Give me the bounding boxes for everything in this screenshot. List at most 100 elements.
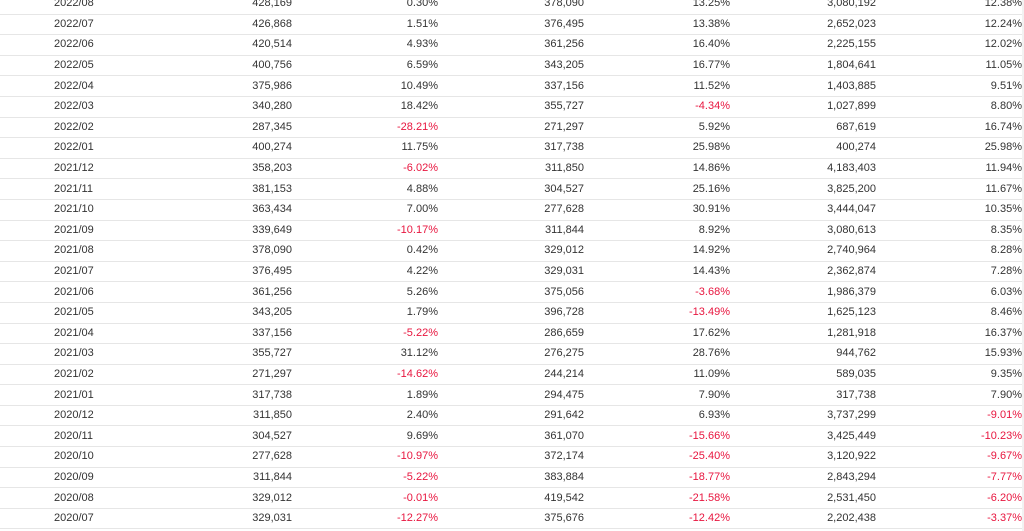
cumulative-growth-cell: 15.93% <box>876 343 1022 365</box>
table-row: 2021/09 339,649 -10.17% 311,844 8.92% 3,080,6… <box>0 220 1022 242</box>
value-cell: 337,156 <box>146 323 292 345</box>
table-row: 2021/07 376,495 4.22% 329,031 14.43% 2,362,87… <box>0 261 1022 283</box>
cumulative-cell: 3,080,613 <box>730 220 876 242</box>
cumulative-growth-cell: -6.20% <box>876 487 1022 509</box>
cumulative-cell: 3,737,299 <box>730 405 876 427</box>
month-cell: 2020/11 <box>0 425 146 448</box>
compare-value-cell: 271,297 <box>438 117 584 139</box>
cumulative-growth-cell: 12.38% <box>876 0 1022 15</box>
month-cell: 2022/04 <box>0 75 146 97</box>
growth-cell: 0.30% <box>292 0 438 15</box>
compare-growth-cell: 16.77% <box>584 55 730 77</box>
growth-cell: -5.22% <box>292 323 438 345</box>
month-cell: 2021/11 <box>0 178 146 200</box>
table-row: 2020/10 277,628 -10.97% 372,174 -25.40% 3,120… <box>0 446 1022 468</box>
cumulative-cell: 2,362,874 <box>730 261 876 283</box>
cumulative-cell: 1,281,918 <box>730 323 876 345</box>
value-cell: 426,868 <box>146 14 292 36</box>
cumulative-growth-cell: 8.35% <box>876 220 1022 242</box>
compare-value-cell: 304,527 <box>438 178 584 200</box>
table-row: 2022/04 375,986 10.49% 337,156 11.52% 1,403,8… <box>0 75 1022 97</box>
value-cell: 311,850 <box>146 405 292 427</box>
growth-cell: 4.22% <box>292 261 438 283</box>
value-cell: 277,628 <box>146 446 292 468</box>
cumulative-cell: 317,738 <box>730 384 876 406</box>
value-cell: 375,986 <box>146 75 292 97</box>
cumulative-growth-cell: -9.67% <box>876 446 1022 468</box>
compare-growth-cell: -4.34% <box>584 96 730 118</box>
month-cell: 2021/06 <box>0 281 146 303</box>
cumulative-cell: 3,825,200 <box>730 178 876 200</box>
compare-value-cell: 286,659 <box>438 323 584 345</box>
cumulative-growth-cell: 7.90% <box>876 384 1022 406</box>
cumulative-growth-cell: 8.46% <box>876 302 1022 324</box>
month-cell: 2022/01 <box>0 137 146 159</box>
cumulative-cell: 1,403,885 <box>730 75 876 97</box>
growth-cell: 10.49% <box>292 75 438 97</box>
scrollbar-track[interactable] <box>1022 0 1024 531</box>
table-row: 2021/11 381,153 4.88% 304,527 25.16% 3,825,20… <box>0 178 1022 200</box>
month-cell: 2021/07 <box>0 261 146 283</box>
table-row: 2021/05 343,205 1.79% 396,728 -13.49% 1,625,1… <box>0 302 1022 324</box>
growth-cell: 4.88% <box>292 178 438 200</box>
compare-value-cell: 276,275 <box>438 343 584 365</box>
value-cell: 420,514 <box>146 34 292 56</box>
cumulative-growth-cell: 12.02% <box>876 34 1022 56</box>
compare-growth-cell: 14.86% <box>584 158 730 180</box>
value-cell: 311,844 <box>146 467 292 489</box>
cumulative-growth-cell: 9.35% <box>876 364 1022 386</box>
cumulative-cell: 1,027,899 <box>730 96 876 118</box>
compare-growth-cell: 13.25% <box>584 0 730 15</box>
cumulative-cell: 1,804,641 <box>730 55 876 77</box>
cumulative-cell: 3,080,192 <box>730 0 876 15</box>
cumulative-cell: 944,762 <box>730 343 876 365</box>
compare-value-cell: 337,156 <box>438 75 584 97</box>
compare-growth-cell: -13.49% <box>584 302 730 324</box>
compare-value-cell: 361,070 <box>438 425 584 448</box>
table-row: 2022/08 428,169 0.30% 378,090 13.25% 3,080,19… <box>0 0 1022 15</box>
growth-cell: 1.79% <box>292 302 438 324</box>
compare-growth-cell: 16.40% <box>584 34 730 56</box>
compare-growth-cell: 11.09% <box>584 364 730 386</box>
cumulative-growth-cell: 11.67% <box>876 178 1022 200</box>
compare-growth-cell: 17.62% <box>584 323 730 345</box>
month-cell: 2021/09 <box>0 220 146 242</box>
compare-growth-cell: -18.77% <box>584 467 730 489</box>
table-row: 2021/01 317,738 1.89% 294,475 7.90% 317,738 7.… <box>0 384 1022 406</box>
value-cell: 400,274 <box>146 137 292 159</box>
compare-growth-cell: 5.92% <box>584 117 730 139</box>
month-cell: 2022/03 <box>0 96 146 118</box>
compare-growth-cell: -25.40% <box>584 446 730 468</box>
compare-value-cell: 311,850 <box>438 158 584 180</box>
cumulative-cell: 4,183,403 <box>730 158 876 180</box>
value-cell: 363,434 <box>146 199 292 221</box>
value-cell: 339,649 <box>146 220 292 242</box>
value-cell: 271,297 <box>146 364 292 386</box>
compare-value-cell: 277,628 <box>438 199 584 221</box>
cumulative-growth-cell: -3.37% <box>876 508 1022 530</box>
value-cell: 378,090 <box>146 240 292 262</box>
compare-value-cell: 343,205 <box>438 55 584 77</box>
compare-value-cell: 396,728 <box>438 302 584 324</box>
growth-cell: -14.62% <box>292 364 438 386</box>
growth-cell: 9.69% <box>292 425 438 448</box>
compare-value-cell: 294,475 <box>438 384 584 406</box>
month-cell: 2021/01 <box>0 384 146 406</box>
value-cell: 376,495 <box>146 261 292 283</box>
table-row: 2021/08 378,090 0.42% 329,012 14.92% 2,740,96… <box>0 240 1022 262</box>
table-row: 2022/02 287,345 -28.21% 271,297 5.92% 687,619… <box>0 117 1022 139</box>
cumulative-growth-cell: 11.94% <box>876 158 1022 180</box>
compare-value-cell: 244,214 <box>438 364 584 386</box>
month-cell: 2021/03 <box>0 343 146 365</box>
compare-growth-cell: 11.52% <box>584 75 730 97</box>
compare-value-cell: 291,642 <box>438 405 584 427</box>
growth-cell: 7.00% <box>292 199 438 221</box>
month-cell: 2022/02 <box>0 117 146 139</box>
value-cell: 287,345 <box>146 117 292 139</box>
cumulative-growth-cell: 8.80% <box>876 96 1022 118</box>
compare-growth-cell: 8.92% <box>584 220 730 242</box>
month-cell: 2022/05 <box>0 55 146 77</box>
cumulative-cell: 3,120,922 <box>730 446 876 468</box>
